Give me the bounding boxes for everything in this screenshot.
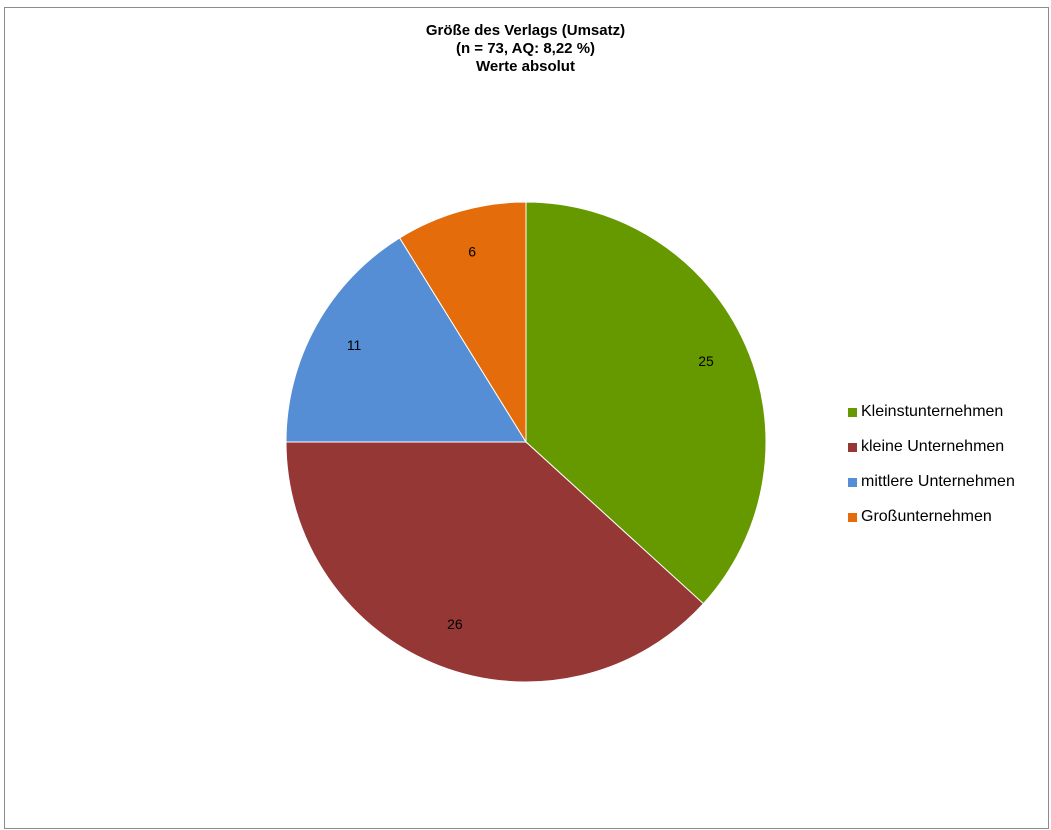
pie-slice-kleine-unternehmen	[285, 441, 705, 683]
legend-label: kleine Unternehmen	[861, 438, 1005, 455]
data-label-mittlere-unternehmen: 11	[347, 337, 362, 353]
legend-label: Kleinstunternehmen	[861, 403, 1004, 420]
pie-slice-mittlere-unternehmen	[285, 237, 527, 443]
chart-title-line-1: Größe des Verlags (Umsatz)	[425, 22, 626, 39]
legend-item-grossunternehmen: Großunternehmen	[848, 507, 1015, 542]
data-label-grossunternehmen: 6	[468, 243, 476, 259]
legend-item-kleine-unternehmen: kleine Unternehmen	[848, 437, 1015, 472]
chart-title-line-2: (n = 73, AQ: 8,22 %)	[455, 40, 596, 57]
legend-label: Großunternehmen	[861, 508, 992, 525]
pie-slice-grossunternehmen	[398, 201, 527, 444]
pie-slice-kleinstunternehmen	[525, 201, 767, 605]
legend-item-mittlere-unternehmen: mittlere Unternehmen	[848, 472, 1015, 507]
legend-label: mittlere Unternehmen	[861, 473, 1015, 490]
chart-title: Größe des Verlags (Umsatz) (n = 73, AQ: …	[0, 22, 1051, 76]
legend-swatch	[848, 513, 857, 522]
chart-title-line-3: Werte absolut	[476, 58, 575, 75]
legend-swatch	[848, 408, 857, 417]
chart-legend: Kleinstunternehmen kleine Unternehmen mi…	[848, 402, 1015, 542]
data-label-kleine-unternehmen: 26	[447, 616, 463, 632]
legend-item-kleinstunternehmen: Kleinstunternehmen	[848, 402, 1015, 437]
legend-swatch	[848, 478, 857, 487]
data-label-kleinstunternehmen: 25	[698, 353, 714, 369]
legend-swatch	[848, 443, 857, 452]
